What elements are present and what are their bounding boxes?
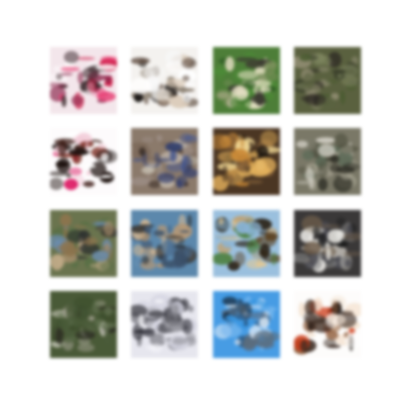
- sample-image-r4c3: [212, 290, 280, 358]
- sample-image-r3c3: [212, 209, 280, 277]
- sample-image-canvas: [131, 128, 199, 196]
- sample-image-canvas: [131, 290, 199, 358]
- sample-image-canvas: [293, 290, 361, 358]
- sample-image-canvas: [50, 290, 117, 358]
- sample-image-r4c4: [293, 290, 361, 358]
- sample-image-canvas: [50, 128, 117, 196]
- sample-image-canvas: [50, 209, 117, 277]
- sample-image-r4c2: [131, 290, 199, 358]
- sample-image-r1c4: [293, 47, 361, 114]
- sample-image-r1c3: [212, 47, 280, 114]
- sample-image-canvas: [293, 128, 361, 196]
- sample-image-canvas: [131, 209, 199, 277]
- sample-image-r3c2: [131, 209, 199, 277]
- sample-image-canvas: [293, 209, 361, 277]
- sample-image-canvas: [212, 128, 280, 196]
- sample-image-canvas: [212, 47, 280, 114]
- sample-image-r2c4: [293, 128, 361, 196]
- sample-image-canvas: [212, 209, 280, 277]
- sample-image-r4c1: [50, 290, 117, 358]
- sample-image-canvas: [212, 290, 280, 358]
- sample-image-canvas: [131, 47, 199, 114]
- sample-image-canvas: [293, 47, 361, 114]
- sample-image-r3c4: [293, 209, 361, 277]
- sample-grid: [50, 47, 361, 358]
- sample-image-r1c2: [131, 47, 199, 114]
- sample-image-r2c2: [131, 128, 199, 196]
- sample-image-r2c3: [212, 128, 280, 196]
- sample-image-canvas: [50, 47, 117, 114]
- sample-image-r1c1: [50, 47, 117, 114]
- sample-image-r2c1: [50, 128, 117, 196]
- sample-image-r3c1: [50, 209, 117, 277]
